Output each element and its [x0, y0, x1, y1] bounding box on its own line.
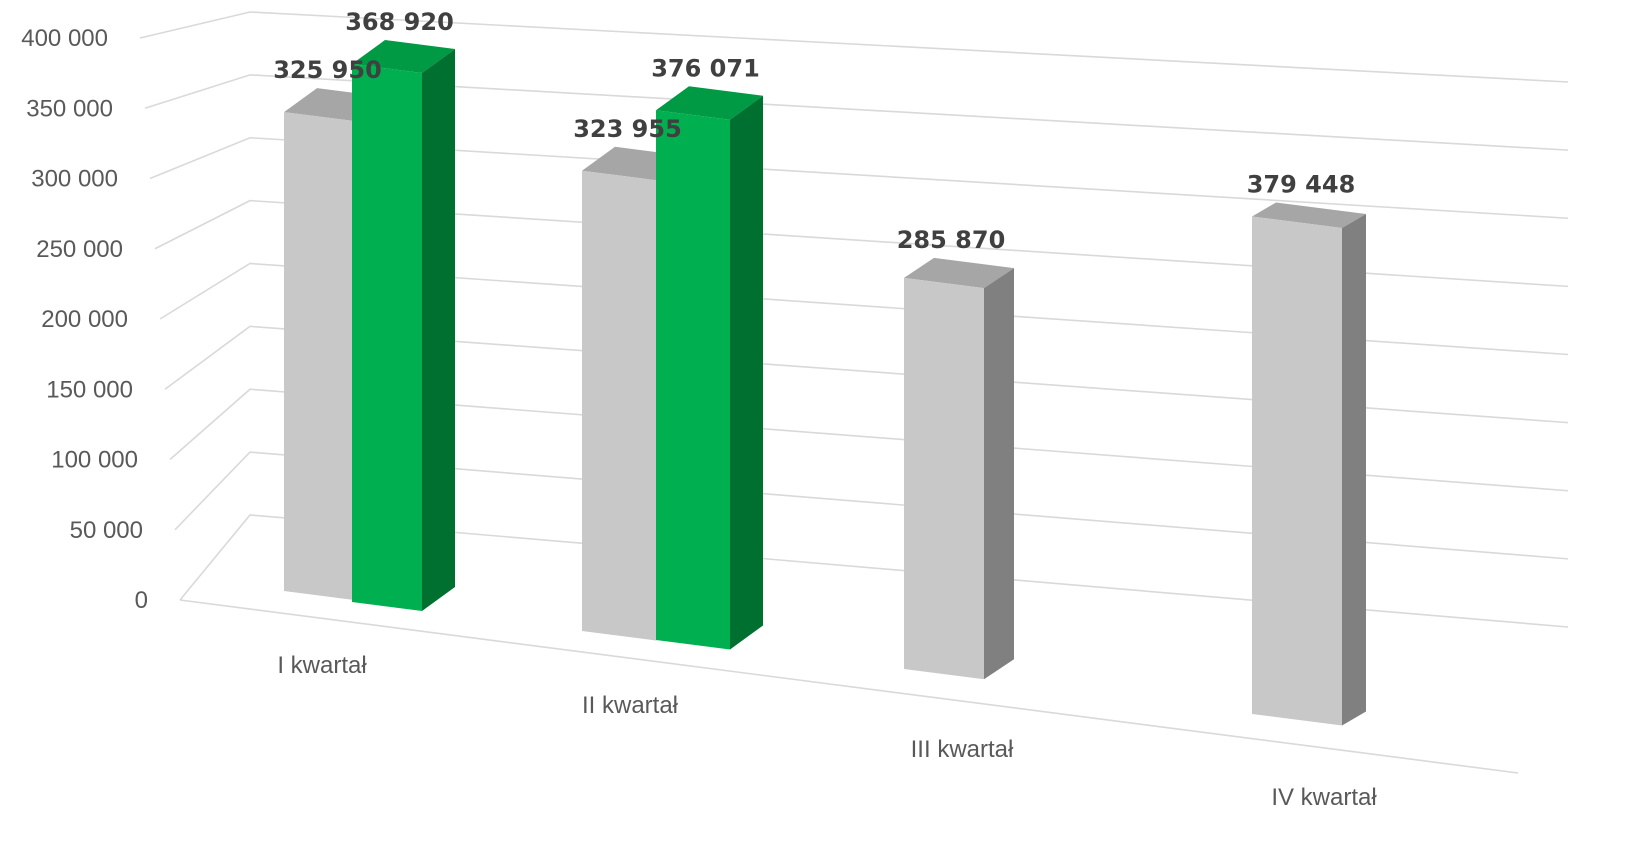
gridline [154, 199, 1569, 288]
category-label: II kwartał [582, 692, 679, 719]
data-label-series1: 323 955 [573, 115, 682, 143]
y-tick-label: 350 000 [26, 95, 113, 122]
y-axis-tick-labels: 0 50 000 100 000 150 000 200 000 250 000 300 0… [21, 25, 148, 614]
data-label-series1: 325 950 [273, 56, 382, 84]
bar-series2-1-side [422, 48, 455, 611]
bar-series2-1-front [352, 64, 422, 611]
bar-series1-2-front [582, 170, 656, 641]
bar-series1-3-top [904, 257, 1014, 289]
bar-series1-3-side [984, 268, 1014, 680]
bars [284, 40, 1366, 726]
category-label: IV kwartał [1271, 784, 1377, 811]
y-tick-label: 300 000 [31, 166, 118, 193]
gridline [179, 514, 1569, 628]
category-label: I kwartał [277, 652, 367, 679]
bar-series1-3-front [904, 277, 984, 680]
y-tick-label: 50 000 [70, 517, 143, 544]
gridline [144, 74, 1569, 151]
y-tick-label: 150 000 [46, 376, 133, 403]
bar-series1-4-front [1252, 216, 1342, 726]
y-tick-label: 400 000 [21, 25, 108, 52]
gridline [149, 136, 1569, 220]
bar-series2-1-top [352, 40, 455, 73]
category-label: III kwartał [911, 736, 1014, 763]
bar-series1-4 [1252, 202, 1366, 726]
data-label-series1: 285 870 [897, 226, 1006, 254]
gridline [164, 325, 1569, 424]
gridline [174, 451, 1569, 560]
data-labels: 325 950 368 920 323 955 376 071 285 870 379 4… [273, 8, 1355, 254]
bar-series2-2-top [656, 86, 763, 120]
data-label-series2: 368 920 [345, 8, 454, 36]
bar-series1-4-side [1342, 213, 1366, 726]
bar-series2-2-side [730, 95, 763, 650]
y-tick-label: 100 000 [51, 447, 138, 474]
bar-series2-2-front [656, 110, 730, 650]
bar-series1-4-top [1252, 202, 1366, 228]
y-tick-label: 0 [135, 587, 148, 614]
gridline [169, 388, 1569, 492]
y-tick-label: 250 000 [36, 236, 123, 263]
bar-series1-3 [904, 257, 1014, 680]
gridline [139, 11, 1569, 83]
data-label-series2: 376 071 [651, 54, 760, 82]
y-tick-label: 200 000 [41, 306, 128, 333]
x-axis-category-labels: I kwartał II kwartał III kwartał IV kwartał [277, 652, 1377, 811]
gridline [159, 262, 1569, 356]
data-label-series1: 379 448 [1247, 170, 1356, 198]
bar-series2-2 [656, 86, 763, 650]
gridlines [139, 11, 1569, 774]
floor-front-edge [179, 599, 1519, 774]
bar-series2-1 [352, 40, 455, 611]
bar-series1-1-front [284, 112, 354, 600]
